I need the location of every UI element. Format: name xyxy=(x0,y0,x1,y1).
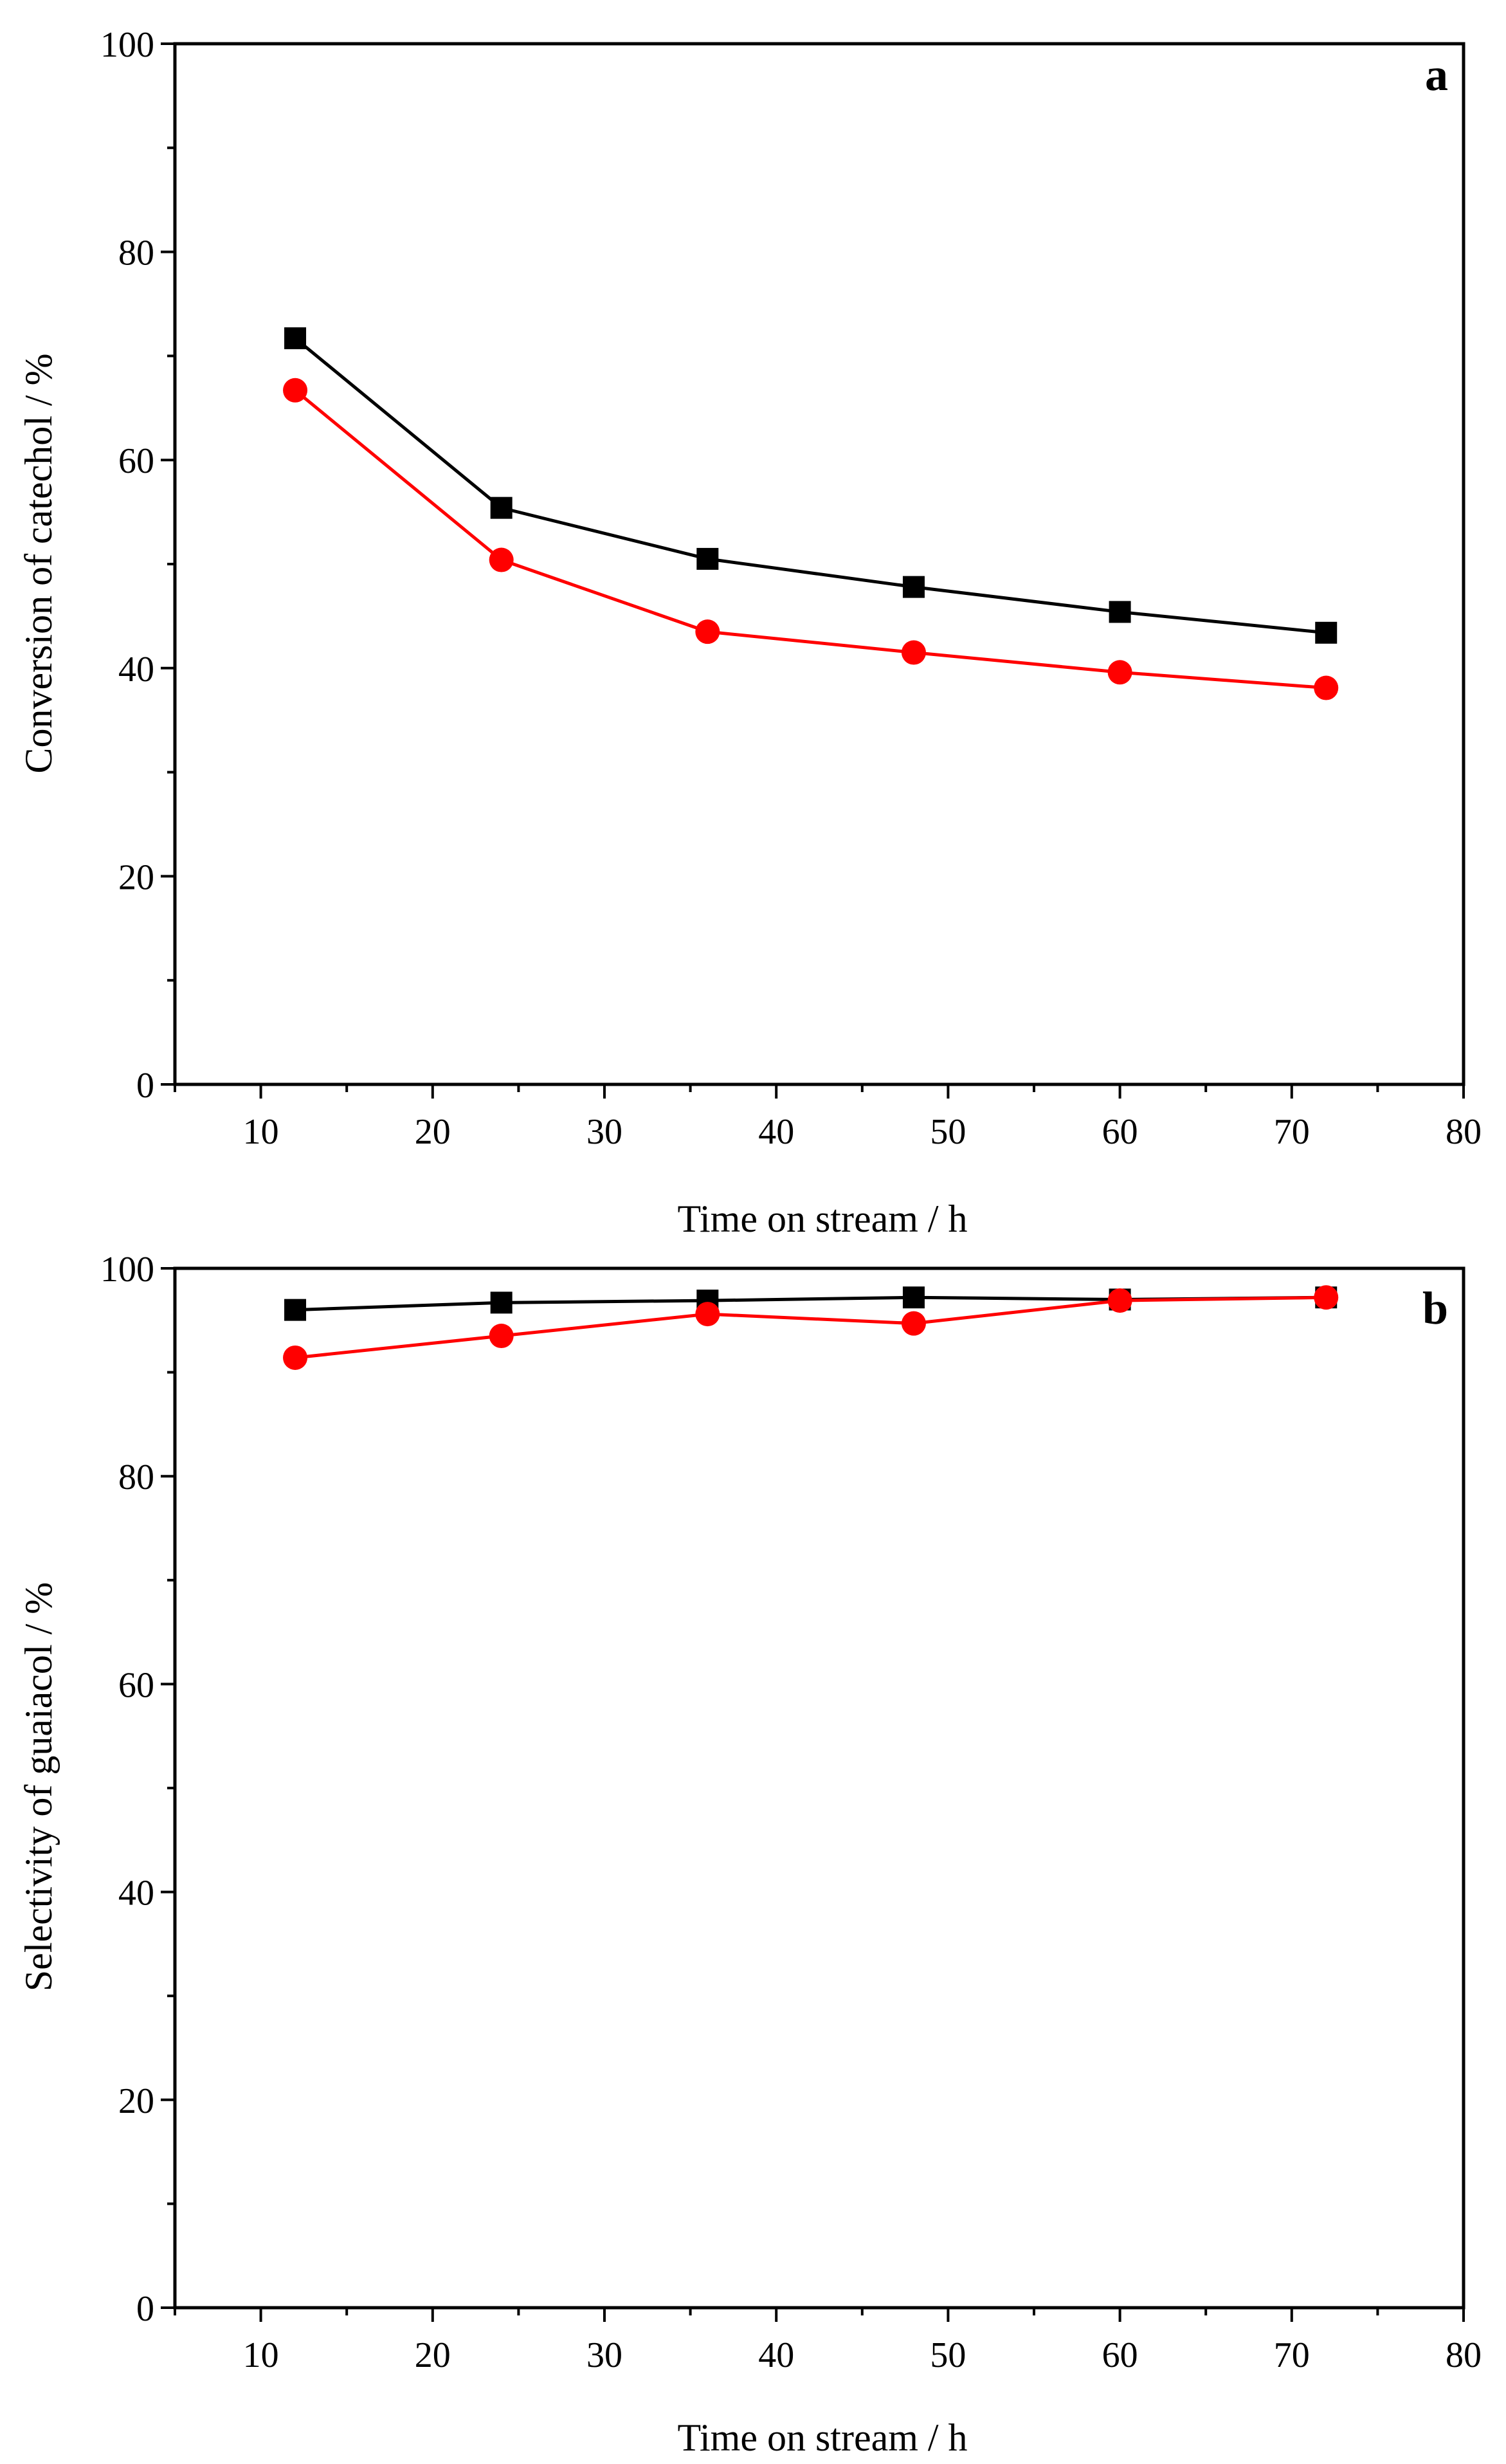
panel-b-letter: b xyxy=(1422,1282,1448,1334)
panel-a-letter: a xyxy=(1425,49,1448,100)
panel-b-y-tick-label: 80 xyxy=(118,1457,154,1497)
panel-a-x-axis-label: Time on stream / h xyxy=(677,1198,967,1240)
panel-b-black-square-series-point xyxy=(902,1286,925,1309)
panel-a-x-tick-label: 70 xyxy=(1274,1112,1310,1152)
panel-a-x-tick-label: 80 xyxy=(1446,1112,1482,1152)
panel-b-x-tick-label: 10 xyxy=(243,2335,279,2375)
panel-b-x-tick-label: 40 xyxy=(758,2335,794,2375)
panel-a-black-square-series-point xyxy=(696,547,719,570)
panel-a-red-circle-series-point xyxy=(1107,660,1132,685)
panel-b-red-circle-series-point xyxy=(489,1324,514,1349)
panel-a-y-tick-label: 40 xyxy=(118,650,154,689)
panel-a-chart: a Time on stream / h Conversion of catec… xyxy=(17,25,1482,1240)
panel-b-y-tick-label: 40 xyxy=(118,1874,154,1913)
panel-a-black-square-series-line xyxy=(294,336,1327,635)
panel-a-y-tick-label: 60 xyxy=(118,441,154,481)
panel-a-y-tick-label: 0 xyxy=(136,1066,154,1106)
panel-a-black-square-series-point xyxy=(490,497,513,519)
panel-a-y-tick-label: 20 xyxy=(118,857,154,897)
panel-b-black-square-series-point xyxy=(284,1299,307,1321)
panel-a-black-square-series-point xyxy=(284,327,307,349)
panel-b-red-circle-series-point xyxy=(901,1311,926,1336)
panel-a-black-square-series-point xyxy=(1109,601,1131,623)
panel-a-red-circle-series-point xyxy=(695,619,720,644)
panel-a-black-square-series-point xyxy=(1315,621,1338,644)
panel-b-x-tick-label: 80 xyxy=(1446,2335,1482,2375)
panel-b-y-tick-label: 60 xyxy=(118,1665,154,1705)
panel-a-red-circle-series-line xyxy=(294,388,1327,690)
panel-a-y-axis-label: Conversion of catechol / % xyxy=(17,353,60,773)
panel-b-y-tick-label: 0 xyxy=(136,2289,154,2329)
panel-b-red-circle-series-point xyxy=(1314,1285,1339,1310)
panel-a-x-tick-label: 50 xyxy=(930,1112,966,1152)
panel-b-x-tick-label: 70 xyxy=(1274,2335,1310,2375)
panel-b-x-tick-label: 20 xyxy=(415,2335,451,2375)
panel-b-black-square-series-point xyxy=(490,1291,513,1314)
panel-a-red-circle-series-point xyxy=(1314,675,1339,700)
panel-a-x-tick-label: 20 xyxy=(415,1112,451,1152)
panel-a-x-tick-label: 40 xyxy=(758,1112,794,1152)
panel-a-y-tick-label: 80 xyxy=(118,233,154,273)
panel-a-red-circle-series-point xyxy=(901,640,926,665)
panel-b-red-circle-series-point xyxy=(1107,1288,1132,1313)
panel-b-red-circle-series-point xyxy=(283,1345,308,1370)
panel-b-x-tick-label: 30 xyxy=(586,2335,622,2375)
panel-b-red-circle-series-point xyxy=(695,1302,720,1327)
panel-a-y-tick-label: 100 xyxy=(100,25,154,65)
panel-b-y-axis-label: Selectivity of guaiacol / % xyxy=(17,1582,60,1991)
panel-b-y-tick-label: 20 xyxy=(118,2081,154,2121)
panel-b-red-circle-series-line xyxy=(295,1295,1327,1360)
panel-b-chart: b Time on stream / h Selectivity of guai… xyxy=(17,1250,1482,2459)
panel-b-x-axis-label: Time on stream / h xyxy=(677,2416,967,2459)
panel-a-x-tick-label: 60 xyxy=(1102,1112,1138,1152)
panel-b-x-tick-label: 60 xyxy=(1102,2335,1138,2375)
panel-a-red-circle-series-point xyxy=(489,547,514,572)
panel-a-x-tick-label: 30 xyxy=(586,1112,622,1152)
panel-a-black-square-series-point xyxy=(902,576,925,598)
panel-a-x-tick-label: 10 xyxy=(243,1112,279,1152)
panel-b-y-tick-label: 100 xyxy=(100,1250,154,1290)
panel-a-red-circle-series-point xyxy=(283,378,308,403)
panel-b-x-tick-label: 50 xyxy=(930,2335,966,2375)
